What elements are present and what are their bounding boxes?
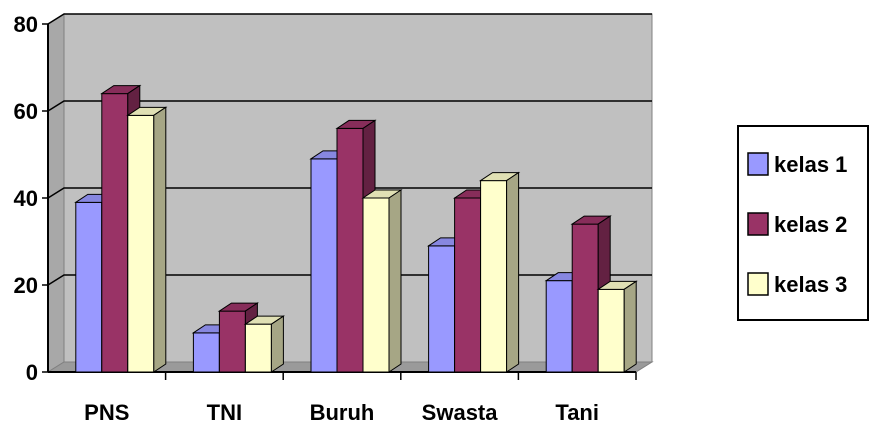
bar-front	[218, 310, 246, 373]
y-tick-labels: 0 20 40 60 80	[14, 12, 38, 385]
bar-side	[153, 106, 167, 373]
legend-item: kelas 1	[747, 152, 847, 177]
bar	[596, 280, 638, 373]
x-category-labels: PNS TNI Buruh Swasta Tani	[84, 400, 599, 425]
category-label: Tani	[555, 400, 599, 425]
bar-side	[623, 280, 637, 373]
y-tick-label: 20	[14, 273, 38, 298]
y-tick-label: 80	[14, 12, 38, 37]
legend-label: kelas 2	[774, 212, 847, 237]
legend-swatch	[747, 272, 769, 296]
bar-front	[244, 323, 272, 373]
legend: kelas 1 kelas 2 kelas 3	[737, 125, 869, 321]
bar-front	[480, 180, 508, 373]
bar-side	[506, 171, 520, 373]
legend-swatch	[747, 212, 769, 236]
gridline	[47, 100, 652, 112]
legend-swatch	[747, 152, 769, 176]
bar	[243, 315, 286, 373]
bar-front	[428, 245, 456, 373]
category-label: Buruh	[310, 400, 375, 425]
legend-label: kelas 3	[774, 272, 847, 297]
gridline	[47, 13, 652, 25]
category-label: Swasta	[422, 400, 499, 425]
bar	[126, 106, 168, 373]
bar-front	[101, 93, 129, 373]
legend-item: kelas 3	[747, 272, 847, 297]
legend-item: kelas 2	[747, 212, 847, 237]
y-tick-label: 60	[14, 99, 38, 124]
bar-side	[388, 189, 402, 373]
bar-front	[336, 127, 364, 373]
bar-front	[310, 158, 338, 373]
bar-front	[75, 201, 103, 373]
bar-front	[127, 114, 155, 373]
category-label: PNS	[84, 400, 129, 425]
bar-front	[571, 223, 599, 373]
bars	[74, 84, 638, 373]
bar	[361, 189, 403, 373]
y-tick-label: 40	[14, 186, 38, 211]
bar-front	[545, 280, 573, 373]
bar-side	[270, 315, 284, 373]
bar-front	[362, 197, 390, 373]
bar	[478, 171, 521, 373]
bar-front	[192, 332, 220, 373]
category-label: TNI	[207, 400, 242, 425]
gridline	[47, 187, 652, 199]
legend-label: kelas 1	[774, 152, 847, 177]
y-tick-label: 0	[26, 360, 38, 385]
bar-front	[597, 288, 625, 373]
bar-front	[454, 197, 482, 373]
